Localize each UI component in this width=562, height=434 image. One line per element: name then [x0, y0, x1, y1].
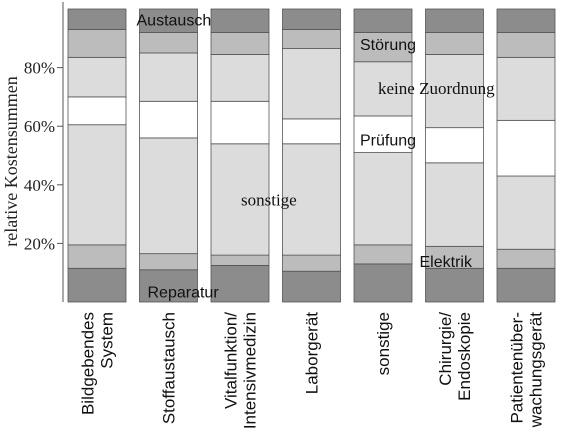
- bar-segment-4-4: [282, 118, 341, 145]
- annotations-group: Austausch Störung keine Zuordnung Prüfung so…: [137, 12, 496, 301]
- bar-segment-5-7: [353, 8, 413, 33]
- y-tick-label: 20%: [24, 234, 55, 253]
- category-label-6-line-1: Chirurgie/: [436, 312, 455, 386]
- bar-segment-1-3: [67, 124, 127, 246]
- bar-segment-6-7: [425, 8, 484, 33]
- bar-segment-7-4: [496, 119, 556, 177]
- category-label-4-line-1: Laborgerät: [303, 312, 322, 395]
- bar-segment-5-2: [353, 244, 413, 265]
- bar-segment-4-5: [282, 48, 341, 120]
- bar-segment-2-3: [139, 137, 198, 255]
- bar-segment-5-5: [353, 61, 413, 117]
- bar-segment-4-6: [282, 29, 341, 49]
- bar-segment-7-1: [496, 267, 556, 303]
- bar-segment-5-4: [353, 115, 413, 153]
- category-label-7-line-2: wachungsgerät: [527, 312, 546, 429]
- bar-segment-6-5: [425, 54, 484, 129]
- bar-segment-5-1: [353, 263, 413, 303]
- y-axis-label: relative Kostensummen: [1, 76, 21, 246]
- bar-segment-2-1: [139, 269, 198, 303]
- category-label-2-line-1: Stoffaustausch: [160, 312, 179, 424]
- bar-segment-6-3: [425, 162, 484, 247]
- bar-segment-3-2: [210, 254, 270, 266]
- bar-segment-5-3: [353, 152, 413, 246]
- bar-segment-4-2: [282, 254, 341, 272]
- y-tick-label: 60%: [24, 117, 55, 136]
- y-tick-label: 80%: [24, 59, 55, 78]
- bar-segment-7-6: [496, 32, 556, 58]
- bar-segment-2-2: [139, 253, 198, 271]
- bar-segment-2-4: [139, 100, 198, 139]
- bar-segment-4-7: [282, 8, 341, 30]
- bar-segment-3-6: [210, 32, 270, 55]
- bar-segment-3-5: [210, 54, 270, 102]
- bar-segment-4-3: [282, 143, 341, 256]
- bar-segment-7-2: [496, 248, 556, 269]
- bar-segment-3-1: [210, 264, 270, 303]
- category-label-5-line-1: sonstige: [374, 312, 393, 375]
- bar-segment-2-7: [139, 8, 198, 33]
- bar-segment-1-7: [67, 8, 127, 30]
- bar-segment-1-1: [67, 267, 127, 303]
- y-ticks-group: 20% 40% 60% 80%: [24, 59, 63, 253]
- annotation-label: Reparatur: [148, 285, 220, 302]
- bar-segment-6-1: [425, 267, 484, 303]
- bar-segment-4-1: [282, 270, 341, 303]
- bar-segment-6-4: [425, 127, 484, 164]
- category-label-3-line-2: Intensivmedizin: [241, 312, 260, 429]
- annotation-label: Austausch: [137, 12, 212, 29]
- category-label-1-line-2: System: [98, 312, 117, 369]
- category-labels-group: Bildgebendes System Stoffaustausch Vitalfun…: [79, 312, 546, 429]
- bar-segment-3-4: [210, 100, 270, 145]
- annotation-label: Prüfung: [360, 132, 416, 149]
- bar-segment-7-5: [496, 56, 556, 121]
- category-label-3-line-1: Vitalfunktion/: [222, 312, 241, 409]
- bar-segment-7-3: [496, 175, 556, 250]
- bar-segment-5-6: [353, 32, 413, 63]
- y-tick-label: 40%: [24, 176, 55, 195]
- bar-segment-7-7: [496, 8, 556, 33]
- annotation-label: keine Zuordnung: [378, 79, 495, 98]
- annotation-label: Störung: [360, 37, 416, 54]
- bar-segment-2-6: [139, 32, 198, 54]
- bar-segment-1-6: [67, 29, 127, 58]
- annotation-label: Elektrik: [420, 254, 473, 271]
- category-label-1-line-1: Bildgebendes: [79, 312, 98, 415]
- bar-segment-1-4: [67, 96, 127, 126]
- category-label-7-line-1: Patientenüber-: [508, 312, 527, 424]
- bar-segment-1-5: [67, 56, 127, 98]
- bar-segment-2-5: [139, 52, 198, 102]
- bar-segment-3-7: [210, 8, 270, 33]
- category-label-6-line-2: Endoskopie: [455, 312, 474, 401]
- bars-group: [67, 8, 556, 303]
- bar-segment-1-2: [67, 244, 127, 269]
- bar-segment-6-6: [425, 32, 484, 55]
- annotation-label: sonstige: [241, 190, 297, 209]
